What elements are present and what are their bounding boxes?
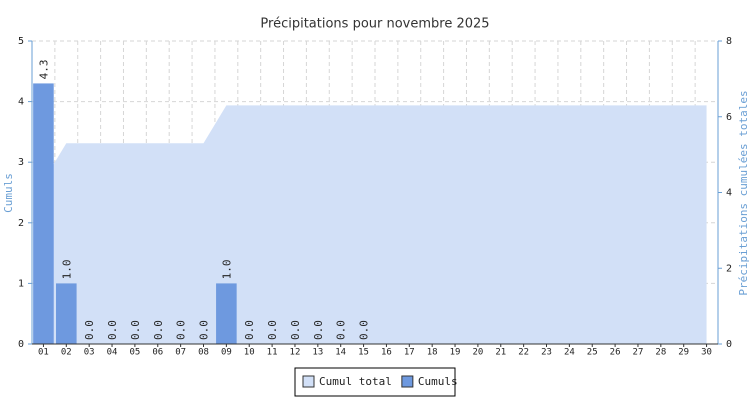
bar: [33, 83, 54, 345]
value-label: 1.0: [220, 260, 233, 280]
x-tick-label: 22: [518, 348, 529, 358]
x-tick-label: 17: [404, 348, 415, 358]
value-label: 0.0: [335, 320, 348, 340]
y-tick-label: 1: [18, 278, 24, 289]
x-tick-label: 09: [221, 348, 232, 358]
y-tick-label: 4: [18, 97, 24, 108]
x-tick-label: 18: [427, 348, 438, 358]
value-label: 4.3: [37, 60, 50, 80]
y-tick-label: 2: [18, 218, 24, 229]
x-tick-label: 23: [541, 348, 552, 358]
chart-title: Précipitations pour novembre 2025: [260, 17, 489, 32]
value-label: 0.0: [312, 320, 325, 340]
value-label: 0.0: [289, 320, 302, 340]
bar: [56, 283, 77, 344]
y2-tick-label: 2: [726, 263, 732, 274]
legend-label: Cumuls: [418, 375, 458, 388]
y2-tick-label: 6: [726, 112, 732, 123]
x-tick-label: 14: [335, 348, 346, 358]
x-tick-label: 06: [152, 348, 163, 358]
x-tick-label: 29: [678, 348, 689, 358]
x-tick-label: 30: [701, 348, 712, 358]
bar: [216, 283, 237, 344]
y-tick-label: 3: [18, 157, 24, 168]
legend-item[interactable]: Cumuls: [401, 375, 458, 388]
x-tick-label: 08: [198, 348, 209, 358]
legend-item[interactable]: Cumul total: [302, 375, 392, 388]
x-tick-label: 13: [312, 348, 323, 358]
x-tick-label: 24: [564, 348, 575, 358]
legend: Cumul total Cumuls: [294, 367, 458, 397]
x-tick-label: 25: [587, 348, 598, 358]
value-label: 0.0: [106, 320, 119, 340]
x-tick-label: 21: [495, 348, 506, 358]
legend-swatch: [302, 375, 315, 388]
value-label: 1.0: [60, 260, 73, 280]
x-tick-label: 01: [38, 348, 49, 358]
value-label: 0.0: [83, 320, 96, 340]
value-label: 0.0: [243, 320, 256, 340]
y2-tick-label: 0: [726, 339, 732, 350]
x-tick-label: 27: [633, 348, 644, 358]
legend-label: Cumul total: [319, 375, 392, 388]
x-tick-label: 26: [610, 348, 621, 358]
value-label: 0.0: [358, 320, 371, 340]
x-tick-label: 19: [450, 348, 461, 358]
area: [43, 105, 707, 344]
x-tick-label: 05: [129, 348, 140, 358]
x-tick-label: 16: [381, 348, 392, 358]
y2-tick-label: 8: [726, 36, 732, 47]
value-label: 0.0: [129, 320, 142, 340]
x-tick-label: 04: [107, 348, 118, 358]
x-tick-label: 03: [84, 348, 95, 358]
x-tick-label: 07: [175, 348, 186, 358]
value-label: 0.0: [198, 320, 211, 340]
x-tick-label: 15: [358, 348, 369, 358]
x-tick-label: 12: [290, 348, 301, 358]
legend-box: [294, 367, 456, 397]
y2-tick-label: 4: [726, 188, 732, 199]
x-tick-label: 10: [244, 348, 255, 358]
x-tick-label: 28: [655, 348, 666, 358]
legend-swatch: [401, 375, 414, 388]
x-tick-label: 20: [472, 348, 483, 358]
x-tick-label: 11: [267, 348, 278, 358]
x-tick-label: 02: [61, 348, 72, 358]
value-label: 0.0: [175, 320, 188, 340]
y-axis-label: Cumuls: [2, 173, 15, 213]
y2-axis-label: Précipitations cumulées totales: [737, 90, 750, 295]
y-tick-label: 5: [18, 36, 24, 47]
y-tick-label: 0: [18, 339, 24, 350]
value-label: 0.0: [266, 320, 279, 340]
value-label: 0.0: [152, 320, 165, 340]
